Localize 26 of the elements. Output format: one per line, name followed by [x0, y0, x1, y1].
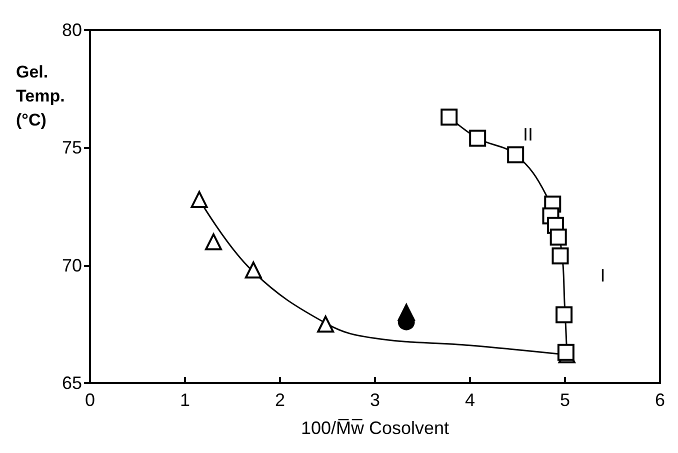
point [317, 316, 334, 333]
point [440, 108, 458, 126]
point [205, 233, 222, 250]
point [398, 304, 415, 321]
point [550, 228, 567, 246]
annotation: I [600, 266, 606, 286]
annotation: II [523, 124, 534, 144]
y-tick-label: 75 [62, 138, 82, 158]
x-tick-label: 2 [274, 390, 286, 410]
point [190, 190, 208, 208]
x-tick-label: 1 [180, 390, 190, 410]
x-tick-label: 6 [654, 390, 665, 410]
x-tick-label: 5 [560, 390, 570, 410]
y-tick-label: 70 [62, 255, 82, 276]
x-axis-title: 100/M̅w̅ Cosolvent [300, 418, 450, 438]
point [469, 130, 486, 147]
y-axis-title: Gel. Temp. (°C) [16, 62, 65, 130]
y-tick-label: 65 [62, 373, 82, 393]
point [244, 262, 262, 279]
x-tick-label: 4 [464, 390, 476, 410]
point [552, 247, 569, 264]
point [556, 306, 573, 324]
x-tick-label: 3 [370, 390, 380, 410]
point [507, 146, 524, 164]
x-tick-label: 0 [84, 390, 96, 410]
y-tick-label: 80 [62, 20, 82, 40]
